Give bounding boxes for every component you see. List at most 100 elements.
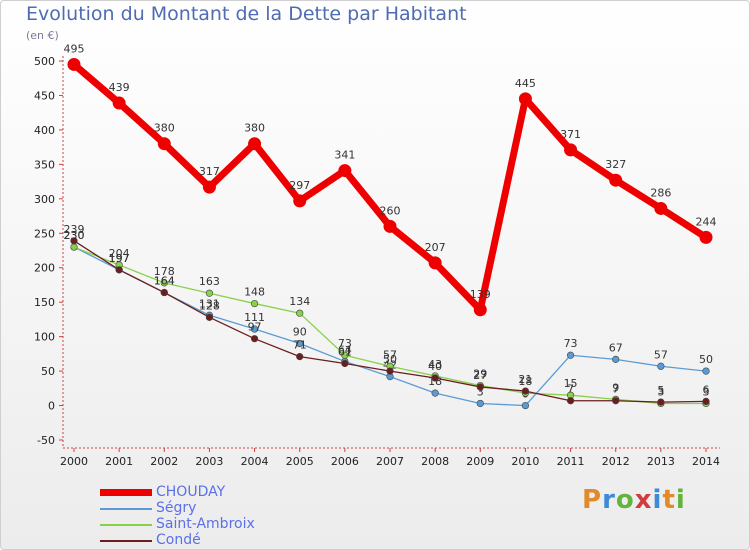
x-tick-label: 2011: [557, 455, 585, 468]
data-point: [473, 303, 487, 317]
data-label: 40: [428, 360, 442, 373]
data-label: 260: [380, 204, 401, 217]
data-label: 380: [244, 122, 265, 135]
x-tick-label: 2003: [195, 455, 223, 468]
x-tick-label: 2009: [466, 455, 494, 468]
x-tick-label: 2005: [286, 455, 314, 468]
data-label: 3: [657, 385, 664, 398]
data-label: 197: [109, 252, 130, 265]
data-label: 380: [154, 122, 175, 135]
data-point: [250, 325, 259, 333]
data-point: [338, 164, 352, 178]
legend-swatch: [100, 524, 152, 526]
data-label: 230: [64, 229, 85, 242]
x-tick-label: 2000: [60, 455, 88, 468]
data-point: [205, 313, 214, 321]
data-point: [341, 351, 349, 359]
data-label: 327: [605, 158, 626, 171]
data-label: 148: [244, 286, 265, 299]
data-point: [112, 96, 126, 110]
legend-swatch: [100, 508, 152, 510]
data-point: [521, 387, 530, 395]
legend-label: Ségry: [156, 500, 197, 516]
data-label: 67: [609, 341, 623, 354]
logo-letter: t: [662, 485, 676, 515]
x-tick-label: 2002: [150, 455, 178, 468]
data-label: 71: [293, 339, 307, 352]
data-point: [612, 355, 620, 363]
y-tick-label: 350: [34, 158, 55, 171]
data-point: [296, 309, 304, 317]
x-tick-label: 2006: [331, 455, 359, 468]
data-point: [160, 279, 168, 287]
data-label: 64: [338, 343, 352, 356]
y-tick-label: 300: [34, 193, 55, 206]
y-tick-label: -50: [37, 434, 55, 447]
data-label: 134: [289, 295, 310, 308]
data-point: [518, 92, 532, 106]
x-tick-label: 2008: [421, 455, 449, 468]
data-point: [202, 180, 216, 194]
legend-label: Saint-Ambroix: [156, 516, 255, 532]
data-label: 164: [154, 275, 175, 288]
data-point: [248, 137, 262, 151]
chart-title: Evolution du Montant de la Dette par Hab…: [26, 3, 467, 25]
x-tick-label: 2012: [602, 455, 630, 468]
x-tick-label: 2014: [692, 455, 720, 468]
data-point: [296, 339, 304, 348]
logo-letter: x: [634, 485, 653, 515]
data-label: 5: [657, 384, 664, 397]
data-point: [566, 351, 575, 359]
chart-unit-label: (en €): [26, 29, 59, 42]
data-point: [250, 299, 259, 308]
data-label: 204: [109, 247, 130, 260]
x-tick-label: 2007: [376, 455, 404, 468]
data-point: [115, 266, 123, 274]
data-label: 197: [109, 252, 130, 265]
data-point: [564, 143, 578, 157]
data-point: [654, 201, 668, 215]
y-tick-label: 500: [34, 55, 55, 68]
data-point: [160, 288, 168, 297]
legend-label: CHOUDAY: [156, 484, 226, 500]
logo-letter: r: [602, 485, 616, 515]
data-point: [293, 194, 307, 208]
y-tick-label: 250: [34, 227, 55, 240]
data-label: 21: [518, 373, 532, 386]
x-tick-label: 2010: [511, 455, 539, 468]
data-point: [250, 335, 259, 343]
x-tick-label: 2013: [647, 455, 675, 468]
data-label: 90: [293, 326, 307, 339]
data-label: 131: [199, 297, 220, 310]
logo-letter: i: [652, 485, 663, 515]
logo-letter: o: [615, 485, 635, 515]
y-tick-label: 100: [34, 331, 55, 344]
data-point: [566, 397, 575, 405]
data-point: [699, 230, 713, 244]
data-label: 73: [564, 337, 578, 350]
legend-swatch: [100, 540, 152, 542]
data-label: 3: [477, 385, 484, 398]
data-point: [521, 401, 530, 410]
data-point: [157, 137, 171, 151]
data-label: 57: [654, 348, 668, 361]
data-label: 73: [338, 337, 352, 350]
y-tick-label: 150: [34, 296, 55, 309]
data-label: 445: [515, 77, 536, 90]
data-point: [657, 362, 665, 370]
data-label: 139: [470, 288, 491, 301]
x-tick-label: 2001: [105, 455, 133, 468]
data-label: 61: [338, 346, 352, 359]
data-point: [428, 256, 442, 270]
data-point: [431, 374, 439, 382]
y-tick-label: 50: [41, 365, 55, 378]
y-tick-label: 450: [34, 89, 55, 102]
data-label: 27: [473, 369, 487, 382]
data-label: 128: [199, 299, 220, 312]
data-label: 97: [248, 321, 262, 334]
data-point: [296, 353, 304, 361]
y-tick-label: 200: [34, 262, 55, 275]
data-label: 207: [425, 241, 446, 254]
